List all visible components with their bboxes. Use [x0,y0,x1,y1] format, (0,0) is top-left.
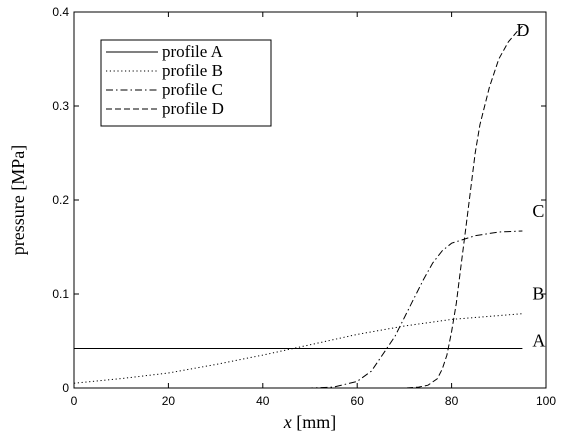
legend-box [100,39,272,127]
curve-labels: A B C D [516,20,545,350]
y-tick-label: 0.2 [52,193,69,207]
y-tick-label: 0.1 [52,287,69,301]
legend-label-c: profile C [162,80,223,99]
x-tick-label: 40 [256,394,270,408]
x-tick-label: 100 [536,394,556,408]
x-tick-label: 20 [162,394,176,408]
x-axis-unit: [mm] [296,412,336,432]
curve-d [74,25,523,389]
legend-label-b: profile B [162,61,223,80]
y-tick-label: 0.3 [52,99,69,113]
x-tick-label: 80 [445,394,459,408]
curve-label-c: C [532,201,544,221]
y-tick-label: 0 [62,381,69,395]
curve-label-d: D [516,20,529,40]
curve-label-b: B [532,284,544,304]
curves [73,25,523,389]
axis-ticks: 0 20 40 60 80 100 0 0.1 0.2 0.3 0.4 [52,5,556,408]
curve-c [74,230,523,389]
legend-label-a: profile A [162,42,224,61]
curve-b [73,313,523,384]
x-tick-label: 0 [71,394,78,408]
y-axis-label: pressure [MPa] [8,145,28,255]
x-axis-variable: x [283,412,292,432]
legend-label-d: profile D [162,99,224,118]
x-tick-label: 60 [351,394,365,408]
y-tick-label: 0.4 [52,5,69,19]
x-axis-label: x [mm] [283,412,337,432]
curve-label-a: A [532,331,545,351]
